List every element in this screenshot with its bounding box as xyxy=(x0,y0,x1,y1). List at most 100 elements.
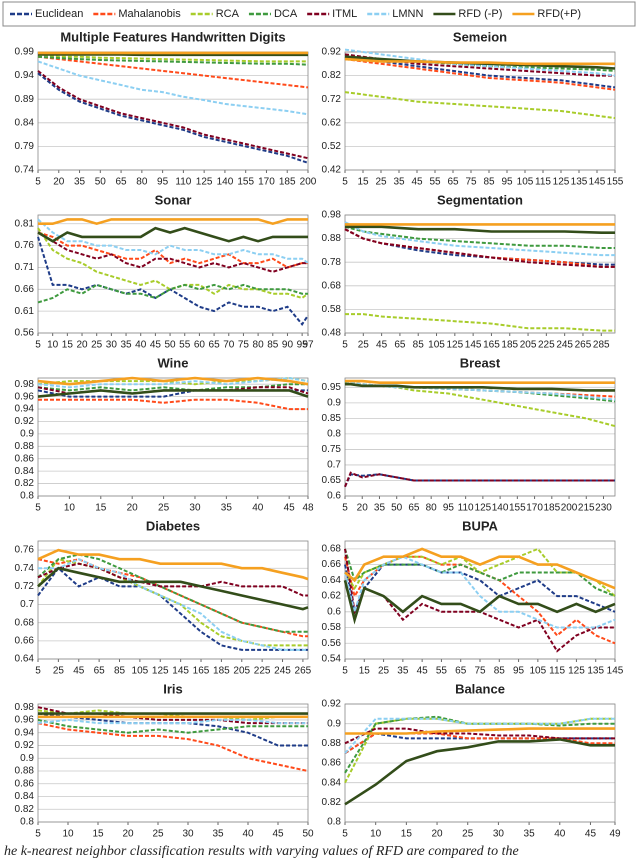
x-tick-label: 10 xyxy=(62,829,74,840)
chart-title: Sonar xyxy=(155,192,192,207)
y-tick-label: 0.54 xyxy=(322,654,342,665)
series-line xyxy=(38,558,308,651)
y-tick-label: 0.84 xyxy=(15,117,35,128)
y-tick-label: 0.96 xyxy=(15,391,35,402)
y-tick-label: 0.78 xyxy=(322,257,342,268)
series-line xyxy=(345,379,615,384)
legend-label: Euclidean xyxy=(35,8,83,20)
legend: Euclidean Mahalanobis RCA DCA ITML LMNN RFD (-… xyxy=(10,8,581,20)
x-tick-label: 200 xyxy=(561,503,578,514)
x-tick-label: 40 xyxy=(242,829,254,840)
y-tick-label: 0.8 xyxy=(20,491,34,502)
x-tick-label: 10 xyxy=(64,503,76,514)
x-tick-label: 55 xyxy=(179,340,191,351)
x-tick-label: 15 xyxy=(359,666,371,677)
y-tick-label: 0.95 xyxy=(322,382,342,393)
y-tick-label: 0.84 xyxy=(15,791,35,802)
x-tick-label: 110 xyxy=(458,503,474,514)
legend-label: LMNN xyxy=(392,8,423,20)
legend-label: DCA xyxy=(274,8,298,20)
series-line xyxy=(37,553,308,633)
plot-frame xyxy=(344,214,616,334)
y-tick-label: 0.75 xyxy=(322,444,342,455)
x-tick-label: 110 xyxy=(175,177,191,188)
y-tick-label: 0.82 xyxy=(15,478,35,489)
x-tick-label: 95 xyxy=(443,503,455,514)
x-tick-label: 170 xyxy=(258,177,275,188)
series-line xyxy=(344,547,616,597)
chart-title: Diabetes xyxy=(146,518,200,533)
x-tick-label: 30 xyxy=(106,340,118,351)
y-tick-label: 0.88 xyxy=(15,766,35,777)
x-tick-label: 125 xyxy=(196,177,213,188)
x-tick-label: 20 xyxy=(127,503,139,514)
x-tick-label: 85 xyxy=(494,666,506,677)
x-tick-label: 30 xyxy=(493,829,505,840)
series-line xyxy=(37,231,308,273)
series-line xyxy=(37,566,309,611)
x-tick-label: 5 xyxy=(35,829,41,840)
x-tick-label: 40 xyxy=(252,503,264,514)
x-tick-label: 35 xyxy=(74,177,86,188)
y-tick-label: 0.7 xyxy=(327,460,341,471)
y-tick-label: 0.79 xyxy=(15,141,35,152)
x-tick-label: 105 xyxy=(132,666,149,677)
x-tick-label: 45 xyxy=(284,503,296,514)
x-tick-label: 45 xyxy=(376,340,388,351)
plot-frame xyxy=(344,703,616,823)
x-tick-label: 40 xyxy=(554,829,566,840)
caption: he k-nearest neighbor classification res… xyxy=(4,844,519,858)
x-tick-label: 85 xyxy=(114,666,126,677)
x-tick-label: 125 xyxy=(475,503,492,514)
series-line xyxy=(344,738,615,806)
y-tick-label: 0.81 xyxy=(15,218,35,229)
y-tick-label: 0.52 xyxy=(322,141,342,152)
y-tick-label: 0.82 xyxy=(322,797,342,808)
y-tick-label: 0.62 xyxy=(322,117,342,128)
x-tick-label: 50 xyxy=(165,340,177,351)
x-tick-label: 140 xyxy=(217,177,234,188)
series-line xyxy=(344,221,615,257)
series-line xyxy=(344,225,615,249)
x-tick-label: 85 xyxy=(413,340,425,351)
series-line xyxy=(37,53,308,63)
x-tick-label: 145 xyxy=(607,666,624,677)
legend-label: RCA xyxy=(216,8,240,20)
y-tick-label: 0.89 xyxy=(15,94,35,105)
x-tick-label: 65 xyxy=(209,340,221,351)
chart-title: Balance xyxy=(455,681,505,696)
x-tick-label: 185 xyxy=(213,666,230,677)
chart-title: Wine xyxy=(158,355,189,370)
x-tick-label: 65 xyxy=(455,666,467,677)
series-line xyxy=(37,283,308,304)
x-tick-label: 185 xyxy=(543,503,560,514)
x-tick-label: 35 xyxy=(524,829,536,840)
y-tick-label: 0.72 xyxy=(322,94,342,105)
x-tick-label: 25 xyxy=(152,829,164,840)
y-tick-label: 0.86 xyxy=(15,453,35,464)
x-tick-label: 165 xyxy=(483,340,500,351)
x-tick-label: 140 xyxy=(492,503,509,514)
y-tick-label: 0.85 xyxy=(322,413,342,424)
x-tick-label: 70 xyxy=(223,340,235,351)
x-tick-label: 20 xyxy=(76,340,88,351)
x-tick-label: 230 xyxy=(595,503,612,514)
legend-box xyxy=(2,1,636,27)
y-tick-label: 0.42 xyxy=(322,165,342,176)
series-line xyxy=(37,548,309,581)
series-line xyxy=(344,55,616,89)
x-tick-label: 15 xyxy=(357,177,369,188)
series-line xyxy=(37,218,309,264)
x-tick-label: 45 xyxy=(417,666,429,677)
x-tick-label: 5 xyxy=(342,666,348,677)
y-tick-label: 0.66 xyxy=(322,559,342,570)
plot-frame xyxy=(344,540,616,660)
x-tick-label: 205 xyxy=(233,666,250,677)
x-tick-label: 25 xyxy=(91,340,103,351)
y-tick-label: 0.84 xyxy=(322,777,342,788)
x-tick-label: 5 xyxy=(342,177,348,188)
x-tick-label: 10 xyxy=(370,829,382,840)
legend-label: ITML xyxy=(332,8,357,20)
series-line xyxy=(37,709,308,721)
